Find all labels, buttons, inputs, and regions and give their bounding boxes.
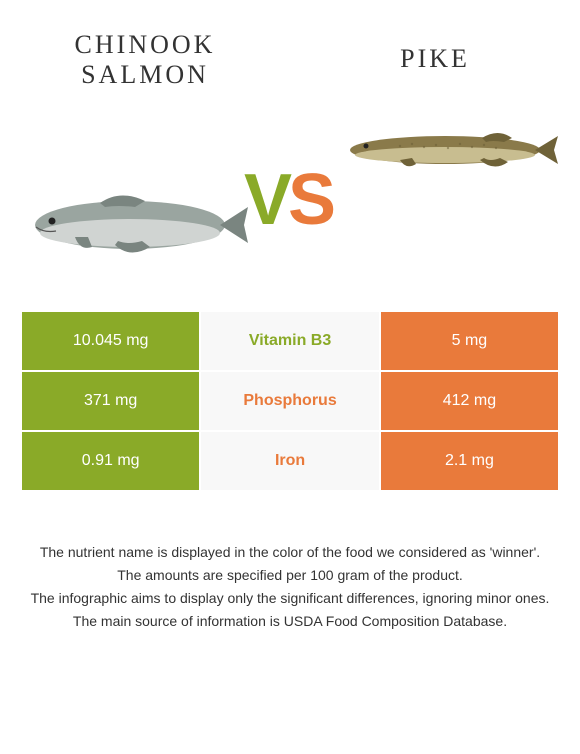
- nutrient-left-value: 10.045 mg: [21, 311, 200, 371]
- nutrient-name: Phosphorus: [200, 371, 380, 431]
- header-left: CHINOOK SALMON: [0, 30, 290, 100]
- header-left-line2: SALMON: [0, 60, 290, 90]
- vs-badge: V S: [244, 159, 336, 241]
- fish-area: V S: [0, 100, 580, 300]
- vs-v-letter: V: [244, 159, 292, 241]
- nutrient-left-value: 371 mg: [21, 371, 200, 431]
- nutrient-left-value: 0.91 mg: [21, 431, 200, 491]
- nutrient-row: 371 mgPhosphorus412 mg: [21, 371, 559, 431]
- pike-image: [340, 120, 560, 185]
- footnotes: The nutrient name is displayed in the co…: [20, 542, 560, 632]
- vs-s-letter: S: [288, 159, 336, 241]
- nutrient-table: 10.045 mgVitamin B35 mg371 mgPhosphorus4…: [20, 310, 560, 492]
- header-left-line1: CHINOOK: [0, 30, 290, 60]
- header: CHINOOK SALMON PIKE: [0, 0, 580, 100]
- nutrient-name: Iron: [200, 431, 380, 491]
- footnote-line: The infographic aims to display only the…: [20, 588, 560, 609]
- header-right: PIKE: [290, 30, 580, 100]
- footnote-line: The main source of information is USDA F…: [20, 611, 560, 632]
- nutrient-right-value: 5 mg: [380, 311, 559, 371]
- footnote-line: The nutrient name is displayed in the co…: [20, 542, 560, 563]
- nutrient-row: 0.91 mgIron2.1 mg: [21, 431, 559, 491]
- footnote-line: The amounts are specified per 100 gram o…: [20, 565, 560, 586]
- nutrient-row: 10.045 mgVitamin B35 mg: [21, 311, 559, 371]
- nutrient-name: Vitamin B3: [200, 311, 380, 371]
- nutrient-right-value: 2.1 mg: [380, 431, 559, 491]
- header-right-text: PIKE: [290, 44, 580, 74]
- nutrient-right-value: 412 mg: [380, 371, 559, 431]
- salmon-image: [20, 185, 250, 270]
